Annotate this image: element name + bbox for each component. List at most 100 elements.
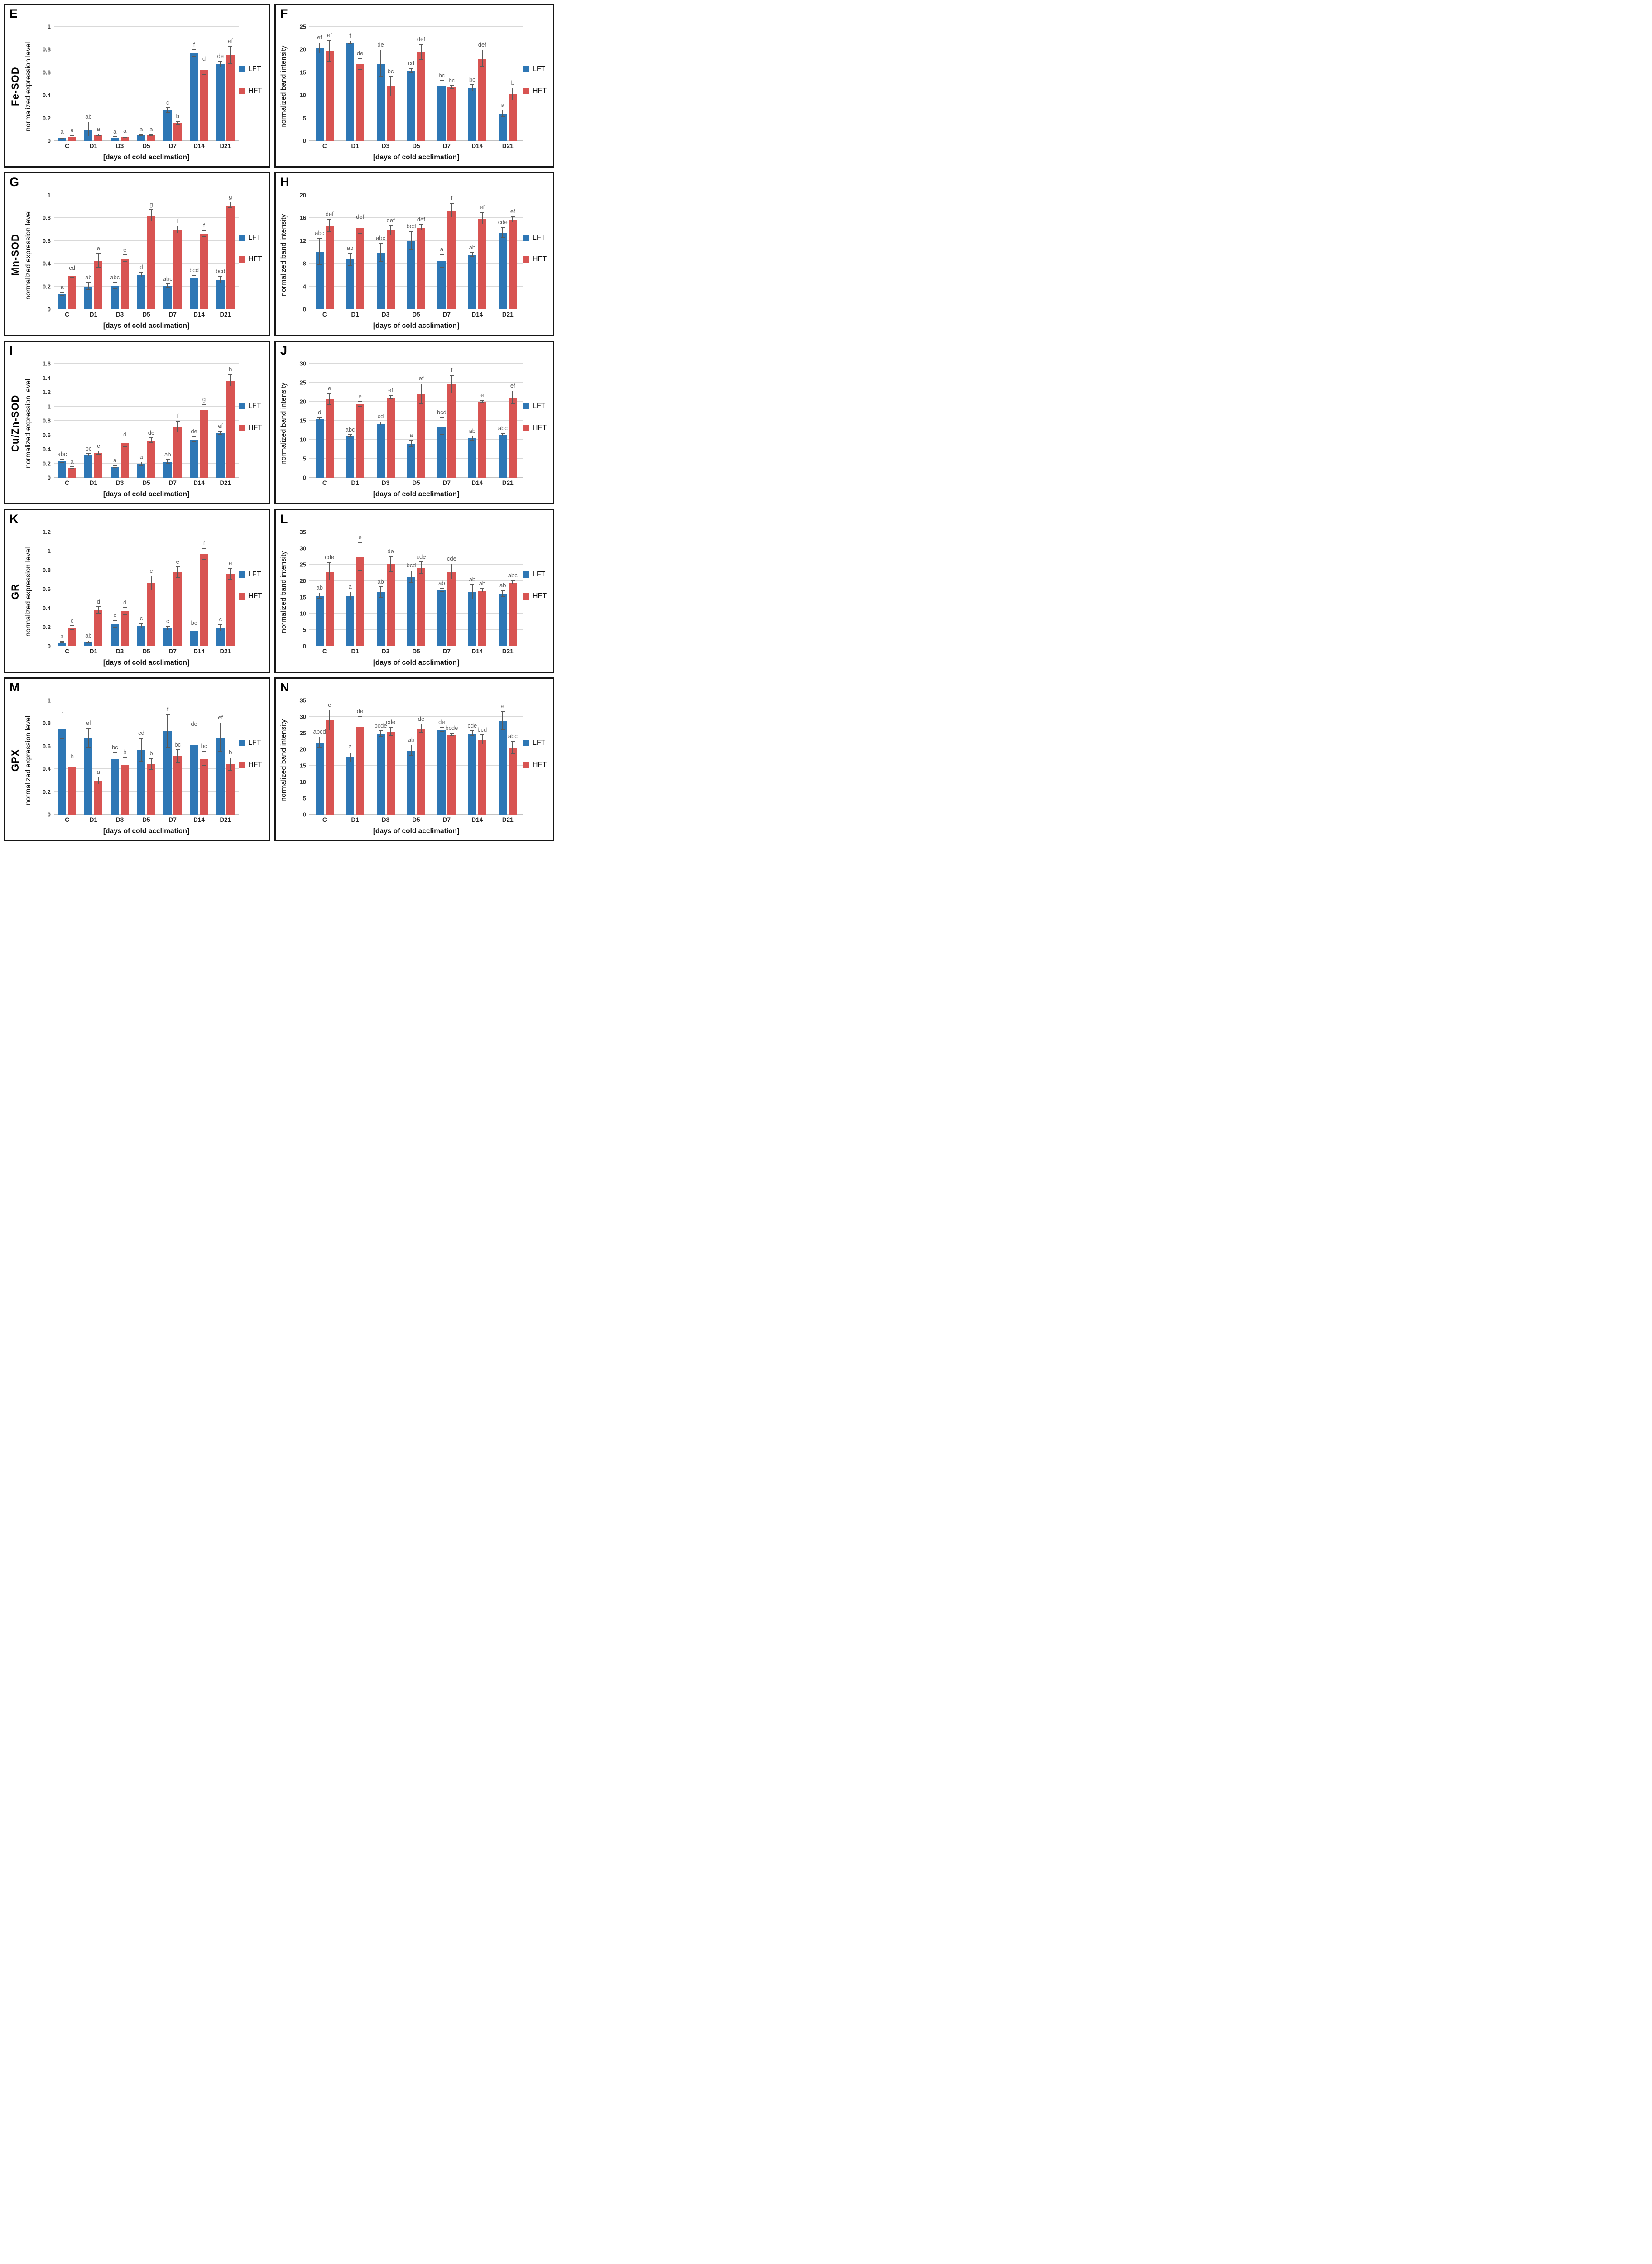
bar-slot-lft-D21: ab bbox=[499, 532, 507, 646]
bar-lft-D7 bbox=[437, 590, 446, 646]
error-bar-stem bbox=[203, 404, 205, 416]
bar-hft-D3 bbox=[120, 765, 129, 815]
error-bar-stem bbox=[472, 436, 473, 441]
y-tick-label: 0.4 bbox=[42, 765, 51, 772]
legend-swatch-hft bbox=[239, 593, 245, 600]
bar-groups: ab cde a e ab de bcd cde ab cde ab ab ab abc bbox=[309, 532, 523, 646]
legend-item-lft: LFT bbox=[239, 571, 267, 579]
bar-slot-lft-D3: abc bbox=[376, 195, 385, 309]
error-bar-cap-bottom bbox=[70, 468, 74, 469]
gridline bbox=[54, 768, 239, 769]
legend-swatch-hft bbox=[239, 425, 245, 431]
bar-lft-C bbox=[58, 642, 67, 646]
y-axis-ticks: 0 0.2 0.4 0.6 0.8 1 bbox=[34, 192, 54, 313]
bar-hft-D5 bbox=[417, 729, 425, 815]
error-bar-cap-bottom bbox=[358, 406, 362, 407]
bar-slot-hft-D7: b bbox=[173, 27, 182, 141]
x-tick-label-D3: D3 bbox=[116, 648, 124, 655]
plot-area: abcd e a de bcde cde ab de de bcde cde bcd e abc bbox=[309, 700, 523, 815]
y-tick-label: 10 bbox=[299, 610, 306, 617]
bar-slot-lft-D14: de bbox=[190, 364, 198, 478]
gridline bbox=[309, 716, 523, 717]
y-tick-label: 0 bbox=[47, 137, 51, 144]
significance-letter: f bbox=[167, 705, 169, 713]
error-bar-cap-bottom bbox=[123, 614, 127, 615]
error-bar-cap-top bbox=[218, 61, 223, 62]
panel-letter: K bbox=[10, 512, 19, 526]
error-bar-cap-top bbox=[480, 734, 485, 736]
y-tick-label: 30 bbox=[299, 545, 306, 552]
error-bar-cap-top bbox=[317, 736, 322, 738]
error-bar-cap-bottom bbox=[228, 63, 233, 64]
bar-group-D14: cde bcd bbox=[462, 700, 492, 815]
bar-hft-D14 bbox=[478, 740, 486, 815]
bar-groups: abc a bc c a d a de ab f de g ef h bbox=[54, 364, 239, 478]
significance-letter: ab bbox=[164, 451, 171, 458]
bar-lft-D14 bbox=[468, 592, 476, 646]
x-tick-label-D1: D1 bbox=[351, 311, 359, 318]
bar-slot-hft-D5: b bbox=[147, 700, 155, 815]
x-tick-label-D7: D7 bbox=[442, 311, 451, 318]
x-tick-label-D21: D21 bbox=[502, 143, 514, 149]
bar-group-D7: bc bc bbox=[432, 27, 462, 141]
x-tick-label-D7: D7 bbox=[168, 648, 177, 655]
significance-letter: bc bbox=[85, 445, 92, 452]
error-bar-cap-bottom bbox=[228, 579, 233, 580]
bar-group-D14: bc f bbox=[186, 532, 212, 646]
significance-letter: bcd bbox=[189, 266, 199, 273]
y-axis-title: normalized band intensity bbox=[280, 382, 288, 465]
bar-slot-lft-D5: cd bbox=[137, 700, 145, 815]
bar-hft-D21 bbox=[226, 205, 235, 309]
error-bar-stem bbox=[319, 43, 320, 53]
bar-lft-D3 bbox=[110, 137, 119, 141]
bar-hft-D14 bbox=[478, 402, 486, 478]
bar-lft-D3 bbox=[110, 624, 119, 646]
bar-hft-D3 bbox=[386, 564, 395, 646]
bar-hft-D21 bbox=[226, 574, 235, 646]
legend-label-hft: HFT bbox=[248, 761, 263, 768]
significance-letter: f bbox=[451, 366, 453, 374]
bar-slot-lft-C: abc bbox=[58, 364, 67, 478]
bar-hft-D21 bbox=[509, 94, 517, 141]
error-bar-cap-bottom bbox=[500, 436, 505, 437]
error-bar-cap-top bbox=[327, 562, 332, 563]
bar-slot-hft-D5: def bbox=[417, 27, 425, 141]
legend: LFT HFT bbox=[239, 172, 267, 326]
error-bar-cap-top bbox=[389, 556, 393, 557]
error-bar-cap-bottom bbox=[60, 462, 64, 463]
gridline bbox=[54, 477, 239, 478]
error-bar-cap-bottom bbox=[327, 404, 332, 405]
legend-label-lft: LFT bbox=[533, 234, 546, 241]
bar-slot-hft-D3: b bbox=[120, 700, 129, 815]
bar-group-D3: de bc bbox=[370, 27, 401, 141]
significance-letter: bcde bbox=[445, 724, 458, 732]
x-tick-label-D3: D3 bbox=[381, 143, 390, 149]
bar-slot-lft-D14: ab bbox=[468, 532, 476, 646]
error-bar-cap-bottom bbox=[192, 280, 197, 282]
bar-slot-hft-D1: c bbox=[94, 364, 103, 478]
error-bar-cap-bottom bbox=[175, 762, 180, 763]
significance-letter: de bbox=[148, 429, 155, 436]
significance-letter: de bbox=[438, 718, 445, 725]
significance-letter: ef bbox=[388, 386, 393, 393]
error-bar-cap-top bbox=[86, 453, 91, 455]
error-bar-cap-top bbox=[419, 561, 423, 562]
bar-group-D14: bcd f bbox=[186, 195, 212, 309]
bar-slot-lft-D7: ab bbox=[437, 532, 446, 646]
error-bar-cap-bottom bbox=[139, 465, 144, 466]
plot-area: a cd ab e abc e d g abc f bcd f bcd g bbox=[54, 194, 239, 309]
error-bar-stem bbox=[421, 225, 422, 231]
error-bar-cap-top bbox=[123, 439, 127, 441]
x-tick-label-D14: D14 bbox=[471, 311, 483, 318]
legend-label-lft: LFT bbox=[533, 65, 546, 73]
x-axis-title: [days of cold acclimation] bbox=[103, 827, 190, 835]
legend-item-lft: LFT bbox=[523, 65, 551, 73]
bar-group-D5: bcd def bbox=[401, 195, 431, 309]
error-bar-cap-bottom bbox=[228, 207, 233, 208]
error-bar-cap-top bbox=[123, 757, 127, 758]
error-bar-cap-top bbox=[439, 417, 444, 418]
legend-label-lft: LFT bbox=[248, 65, 261, 73]
legend-item-hft: HFT bbox=[523, 255, 551, 264]
error-bar-stem bbox=[380, 244, 381, 262]
significance-letter: ab bbox=[469, 427, 476, 435]
